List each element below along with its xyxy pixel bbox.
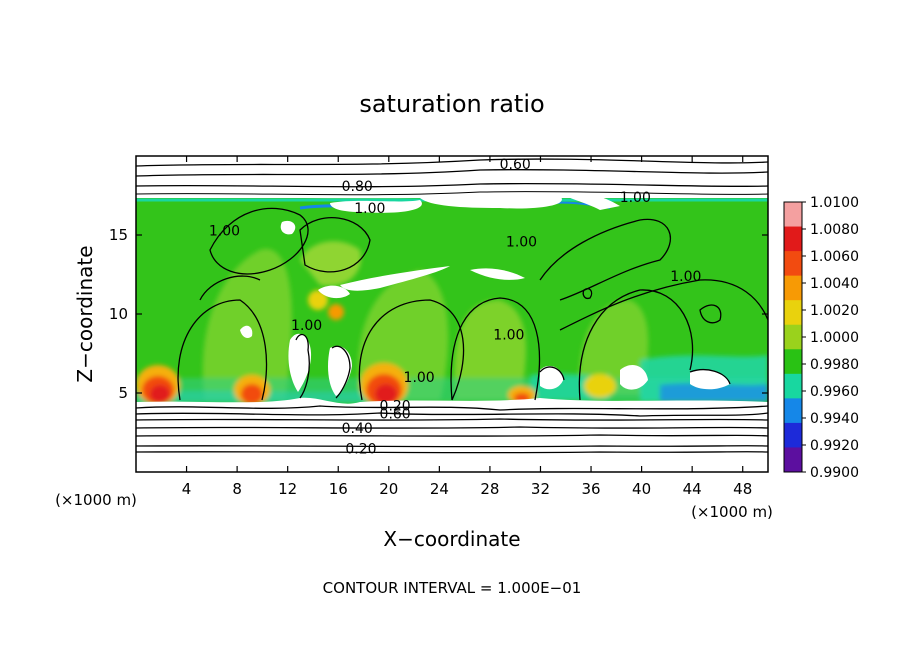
y-tick-label: 15 [109, 226, 128, 244]
colorbar-label: 1.0060 [810, 249, 859, 265]
colorbar-segment [784, 251, 802, 277]
x-axis-label: X−coordinate [383, 527, 520, 551]
x-tick-label: 4 [182, 480, 192, 498]
contour-label: 1.00 [506, 234, 537, 250]
x-axis: 4 8 12 16 20 24 28 32 36 40 44 48 [182, 156, 752, 498]
colorbar-segment [784, 447, 802, 473]
y-tick-label: 10 [109, 305, 128, 323]
colorbar-label: 1.0020 [810, 303, 859, 319]
colorbar-label: 0.9920 [810, 438, 859, 454]
y-axis-label: Z−coordinate [73, 245, 97, 382]
contour-label: 1.00 [291, 318, 322, 334]
contour-labels: 0.60 0.80 1.00 1.00 1.00 1.00 1.00 1.00 1.00 1.00… [209, 157, 702, 457]
x-tick-label: 16 [329, 480, 348, 498]
contour-label: 1.00 [493, 328, 524, 344]
x-tick-label: 40 [632, 480, 651, 498]
x-tick-label: 32 [531, 480, 550, 498]
contour-label: 0.20 [380, 399, 411, 415]
x-tick-label: 8 [232, 480, 242, 498]
x-unit-label-right: (×1000 m) [691, 503, 773, 521]
colorbar-label: 1.0000 [810, 330, 859, 346]
colorbar-segment [784, 373, 802, 399]
contour-label: 1.00 [620, 190, 651, 206]
x-tick-label: 24 [430, 480, 449, 498]
x-tick-label: 28 [480, 480, 499, 498]
contour-label: 1.00 [209, 223, 240, 239]
contour-label: 0.40 [342, 421, 373, 437]
x-tick-label: 48 [733, 480, 752, 498]
colorbar-segment [784, 275, 802, 301]
colorbar-segment [784, 324, 802, 350]
y-tick-label: 5 [118, 384, 128, 402]
colorbar-segment [784, 422, 802, 448]
colorbar-segment [784, 300, 802, 326]
contour-label: 1.00 [354, 201, 385, 217]
colorbar: 1.0100 1.0080 1.0060 1.0040 1.0020 1.0000 0.99… [783, 195, 859, 481]
x-tick-label: 12 [278, 480, 297, 498]
contour-label: 1.00 [404, 370, 435, 386]
colorbar-label: 0.9900 [810, 465, 859, 481]
contour-label: 0.60 [500, 157, 531, 173]
x-unit-label-left: (×1000 m) [55, 491, 137, 509]
colorbar-label: 1.0040 [810, 276, 859, 292]
colorbar-label: 0.9960 [810, 384, 859, 400]
colorbar-label: 0.9980 [810, 357, 859, 373]
contour-label: 1.00 [670, 269, 701, 285]
contour-interval-note: CONTOUR INTERVAL = 1.000E−01 [323, 579, 582, 597]
colorbar-segment [784, 202, 802, 228]
colorbar-label: 1.0100 [810, 195, 859, 211]
x-tick-label: 44 [683, 480, 702, 498]
x-tick-label: 20 [379, 480, 398, 498]
colorbar-segment [784, 398, 802, 424]
y-axis: 5 10 15 [109, 226, 768, 402]
heatmap-field [136, 188, 768, 472]
colorbar-label: 0.9940 [810, 411, 859, 427]
chart-title: saturation ratio [359, 90, 544, 118]
colorbar-segment [784, 349, 802, 375]
contour-label: 0.60 [380, 407, 411, 423]
contour-lines [136, 158, 768, 454]
colorbar-label: 1.0080 [810, 222, 859, 238]
contour-label: 0.80 [342, 179, 373, 195]
x-tick-label: 36 [581, 480, 600, 498]
contour-label: 0.20 [345, 441, 376, 457]
colorbar-segment [784, 226, 802, 252]
